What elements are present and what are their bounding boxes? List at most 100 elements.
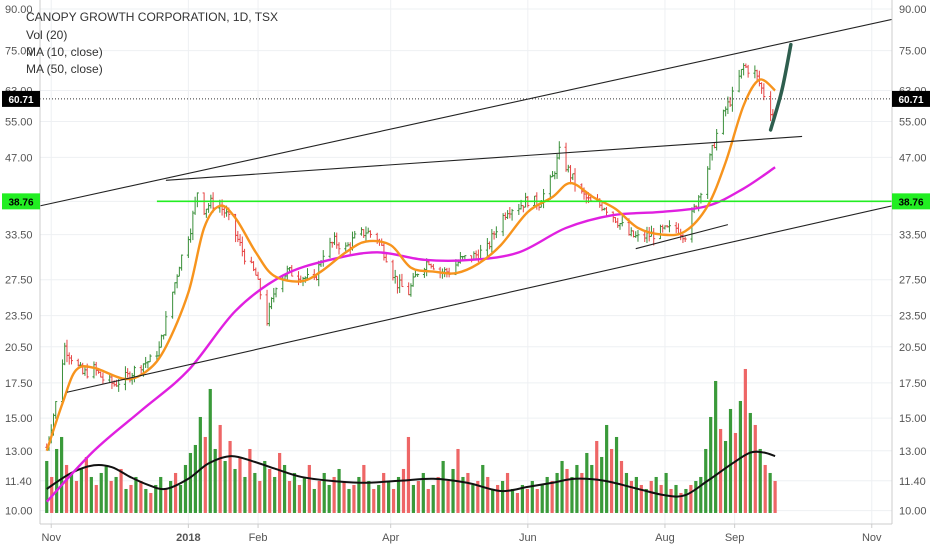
ma50-line [45, 166, 776, 503]
volume-bar [292, 472, 297, 513]
volume-bar [575, 464, 579, 513]
volume-bar [218, 424, 222, 513]
x-tick-label: 2018 [176, 532, 200, 544]
y-tick-label-left: 75.00 [5, 46, 33, 58]
y-tick-label-left: 90.00 [5, 4, 33, 16]
y-tick-label-left: 10.00 [5, 506, 33, 518]
volume-bar [664, 472, 668, 513]
volume-bar [203, 436, 207, 513]
volume-bar [486, 476, 490, 513]
last-price-tag-right-bg [892, 90, 930, 107]
volume-bar [119, 468, 123, 513]
last-price-tag-right: 60.71 [898, 95, 923, 106]
volume-bar [243, 476, 247, 513]
volume-bar [173, 472, 178, 513]
volume-bar [451, 468, 455, 513]
volume-bar [714, 380, 718, 513]
volume-bar [644, 488, 648, 513]
volume-bar [248, 448, 252, 513]
volume-bar [327, 484, 331, 513]
volume-bar [585, 452, 589, 513]
volume-bar [94, 484, 98, 513]
y-tick-label-right: 47.00 [899, 152, 927, 164]
volume-bar [208, 388, 212, 513]
volume-bar [79, 468, 84, 513]
volume-bar [540, 484, 544, 513]
volume-bar [322, 472, 326, 513]
last-price-tag-left-bg [2, 90, 40, 107]
volume-bar [74, 480, 79, 513]
volume-bar [233, 468, 237, 513]
volume-bar [367, 480, 371, 513]
volume-bar [154, 484, 158, 513]
volume-bar [634, 476, 638, 513]
volume-bar [342, 480, 346, 513]
volume-bar [609, 448, 614, 513]
volume-bar [619, 460, 624, 513]
y-tick-label-left: 55.00 [5, 116, 33, 128]
volume-bar [416, 480, 420, 513]
chart-title: CANOPY GROWTH CORPORATION, 1D, TSX [26, 10, 278, 24]
volume-bar [471, 484, 475, 513]
volume-bar [238, 456, 242, 513]
volume-bar [461, 476, 465, 513]
volume-bar [659, 484, 663, 513]
y-tick-label-left: 11.40 [5, 476, 32, 488]
support-tag-right: 38.76 [898, 197, 923, 208]
support-tag-left-bg [2, 193, 40, 210]
volume-bar [481, 464, 485, 513]
volume-ma-line [46, 450, 776, 498]
volume-bar [391, 488, 396, 513]
volume-bar [684, 488, 688, 513]
volume-bar [287, 480, 292, 513]
volume-bar [99, 472, 103, 513]
volume-bar [624, 472, 629, 513]
volume-bar [396, 476, 401, 513]
volume-bar [689, 484, 693, 513]
volume-bar [139, 480, 143, 513]
volume-bar [89, 476, 93, 513]
volume-bar [768, 472, 772, 513]
x-tick-label: Sep [725, 532, 745, 544]
ma10-line [45, 78, 776, 452]
volume-bar [565, 468, 569, 513]
volume-bar [332, 476, 336, 513]
volume-bar [674, 484, 678, 513]
volume-bar [421, 472, 425, 513]
volume-bar [773, 480, 777, 513]
volume-bar [748, 412, 752, 513]
volume-bar [505, 472, 510, 513]
volume-bar [84, 456, 88, 513]
volume-bar [436, 476, 440, 513]
volume-bar [545, 476, 549, 513]
volume-bar [728, 408, 733, 513]
y-tick-label-right: 75.00 [899, 46, 927, 58]
volume-bar [639, 484, 643, 513]
volume-bar [709, 416, 713, 513]
volume-bar [441, 460, 445, 513]
x-tick-label: Apr [382, 532, 399, 544]
volume-bar [263, 460, 267, 513]
resistance-line [165, 135, 803, 181]
y-tick-label-left: 27.50 [5, 275, 33, 287]
volume-bar [352, 484, 356, 513]
y-tick-label-right: 33.50 [899, 230, 927, 242]
y-tick-label-left: 13.00 [5, 446, 33, 458]
volume-bar [694, 480, 698, 513]
volume-bar [570, 476, 574, 513]
volume-bar [268, 468, 272, 513]
projection-arrow [768, 42, 793, 132]
volume-bars [45, 368, 777, 513]
volume-bar [282, 464, 287, 513]
volume-bar [525, 488, 529, 513]
volume-bar [530, 480, 534, 513]
y-tick-label-right: 11.40 [899, 476, 926, 488]
moving-averages [45, 78, 776, 503]
pennant-base-line [635, 224, 729, 250]
upper-channel-line [39, 18, 893, 207]
legend-ma10: MA (10, close) [26, 45, 103, 59]
y-tick-label-left: 47.00 [5, 152, 33, 164]
volume-bar [213, 448, 217, 513]
